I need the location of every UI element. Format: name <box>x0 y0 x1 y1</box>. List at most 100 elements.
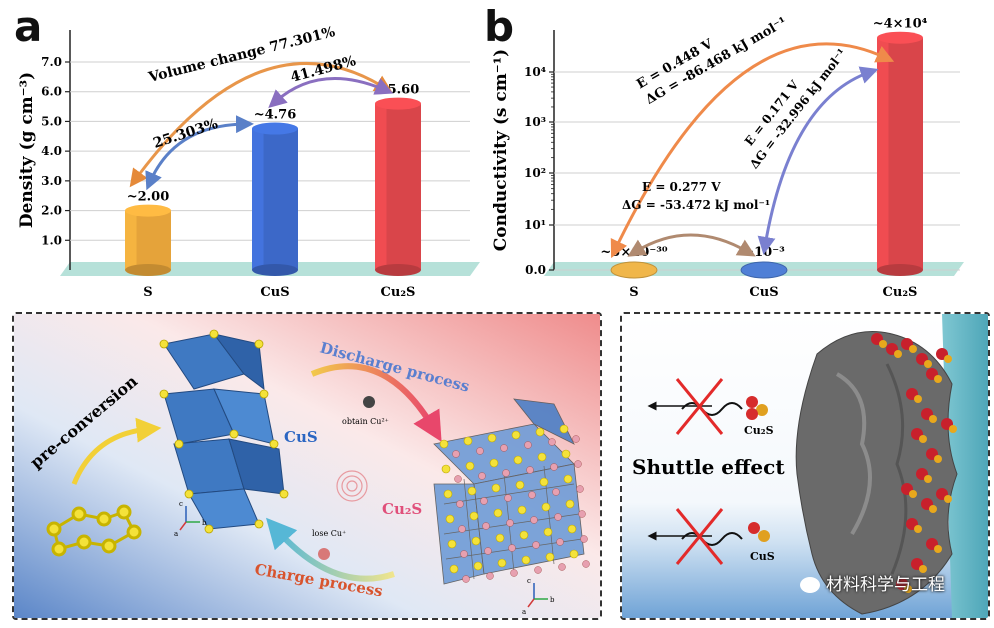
copper-atom <box>510 569 518 577</box>
copper-atom <box>482 522 490 530</box>
s-cus-e: E = 0.277 V <box>642 180 721 194</box>
conductivity-category-label: CuS <box>749 285 778 300</box>
density-tick-label: 5.0 <box>41 114 62 128</box>
copper-atom <box>462 575 470 583</box>
density-chart: 1.0 2.0 3.0 4.0 5.0 6.0 7.0 S CuS Cu₂S ~2.00 ~4.7… <box>17 24 480 300</box>
density-tick-label: 1.0 <box>41 233 62 247</box>
copper-atom <box>554 513 562 521</box>
copper-atom <box>476 447 484 455</box>
axis-triad-left: c b a <box>174 500 207 538</box>
conductivity-chart: 0.0 10¹ 10² 10³ 10⁴ S CuS Cu₂S ~5×10⁻³⁰ ~10⁻³ ~4… <box>491 15 964 300</box>
conductivity-value-label: ~10⁻³ <box>743 245 785 260</box>
sulfur-atom <box>443 489 453 499</box>
sulfur-atom <box>563 474 573 484</box>
shuttle-schematic: Shuttle effect Cu₂S CuS <box>622 314 988 618</box>
watermark: 材料科学与工程 <box>800 570 945 595</box>
density-bar <box>125 204 171 276</box>
polysulfide-particle <box>934 375 942 383</box>
sulfur-atom <box>565 499 575 509</box>
conversion-schematic: pre-conversion CuS Discharge process obt… <box>14 314 600 618</box>
sulfur-atom <box>465 461 475 471</box>
copper-atom <box>480 497 488 505</box>
copper-atom <box>526 466 534 474</box>
cus-cu2s-g: ΔG = -32.996 kJ mol⁻¹ <box>747 46 849 171</box>
panel-d-box: Shuttle effect Cu₂S CuS <box>620 312 990 620</box>
sulfur-atom <box>463 436 473 446</box>
copper-atom <box>458 525 466 533</box>
density-tick-label: 4.0 <box>41 144 62 158</box>
s-cus-cond-arrow <box>627 233 756 257</box>
conductivity-tick-label: 10⁴ <box>524 65 546 79</box>
svg-text:b: b <box>550 596 555 604</box>
polysulfide-particle <box>934 545 942 553</box>
sulfur-atom <box>449 564 459 574</box>
density-value-label: ~4.76 <box>254 108 297 123</box>
wechat-icon <box>800 577 820 593</box>
shuttle-effect-label: Shuttle effect <box>632 455 785 479</box>
sulfur-atom <box>471 536 481 546</box>
sulfur-atom <box>521 555 531 565</box>
copper-atom <box>508 544 516 552</box>
conductivity-value-label: ~5×10⁻³⁰ <box>600 245 667 260</box>
sulfur-atom <box>441 464 451 474</box>
copper-atom <box>486 572 494 580</box>
copper-atom <box>484 547 492 555</box>
copper-atom <box>528 491 536 499</box>
density-value-label: ~2.00 <box>127 190 170 205</box>
copper-atom <box>452 450 460 458</box>
sulfur-atom <box>439 439 449 449</box>
lose-cu-label: lose Cu⁺ <box>312 529 346 538</box>
cu2s-molecule-label: Cu₂S <box>744 424 774 437</box>
copper-atom <box>504 494 512 502</box>
sulfur-atom <box>543 527 553 537</box>
density-category-label: CuS <box>260 285 289 300</box>
polysulfide-particle <box>924 360 932 368</box>
sulfur-atom <box>489 458 499 468</box>
shuttle-arrow-cu2s: Cu₂S <box>647 378 774 437</box>
polysulfide-particle <box>914 525 922 533</box>
sulfur-atom <box>495 533 505 543</box>
cus-molecule-label: CuS <box>750 550 775 563</box>
panel-label-b: b <box>484 2 515 51</box>
polysulfide-particle <box>909 490 917 498</box>
sulfur-atom <box>541 502 551 512</box>
conductivity-category-label: Cu₂S <box>883 285 918 300</box>
copper-atom <box>582 560 590 568</box>
density-tick-label: 7.0 <box>41 55 62 69</box>
svg-text:a: a <box>174 530 178 538</box>
s-cu2s-arrow <box>610 42 895 259</box>
sulfur-atom <box>513 455 523 465</box>
panel-label-a: a <box>14 2 43 51</box>
s-cus-g: ΔG = -53.472 kJ mol⁻¹ <box>622 198 770 212</box>
copper-atom <box>552 488 560 496</box>
cus-cu2s-arrow <box>268 76 394 108</box>
polysulfide-particle <box>944 355 952 363</box>
polysulfide-particle <box>929 505 937 513</box>
sulfur-atom <box>497 558 507 568</box>
sulfur-atom <box>569 549 579 559</box>
polysulfide-particle <box>944 495 952 503</box>
copper-atom <box>456 500 464 508</box>
s-cus-arrow <box>145 115 254 191</box>
cus-cu2s-cond-arrow <box>757 66 879 255</box>
density-category-label: S <box>143 285 152 300</box>
copper-atom <box>580 535 588 543</box>
copper-atom <box>460 550 468 558</box>
polysulfide-particle <box>934 455 942 463</box>
svg-text:a: a <box>522 608 526 616</box>
copper-atom <box>576 485 584 493</box>
discharge-arrow <box>310 363 442 442</box>
sulfur-atom <box>473 561 483 571</box>
copper-atom <box>548 438 556 446</box>
density-ylabel: Density (g cm⁻³) <box>17 72 37 228</box>
obtain-cu-ball <box>363 396 375 408</box>
charge-arrow <box>266 517 395 582</box>
cus-cu2s-label: 41.498% <box>289 53 358 86</box>
density-tick-label: 6.0 <box>41 85 62 99</box>
cus-label: CuS <box>284 428 318 446</box>
conductivity-tick-label: 10¹ <box>524 218 546 232</box>
conductivity-tick-label: 0.0 <box>525 263 546 277</box>
copper-atom <box>454 475 462 483</box>
sulfur-atom <box>511 430 521 440</box>
sulfur-atom <box>517 505 527 515</box>
